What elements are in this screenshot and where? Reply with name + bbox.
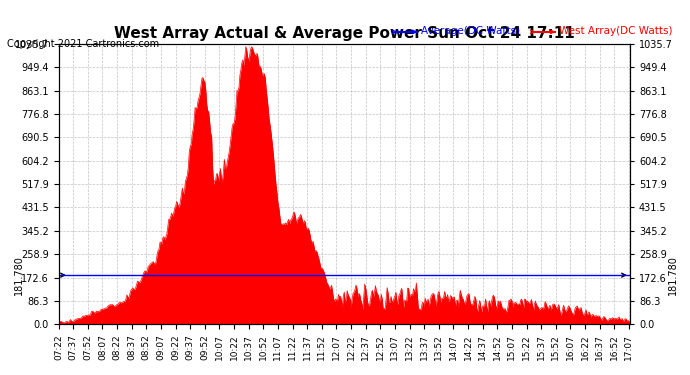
Text: 181.780: 181.780 <box>668 255 678 295</box>
Text: 181.780: 181.780 <box>14 255 23 295</box>
Text: West Array(DC Watts): West Array(DC Watts) <box>559 26 672 36</box>
Title: West Array Actual & Average Power Sun Oct 24 17:11: West Array Actual & Average Power Sun Oc… <box>114 26 575 41</box>
Text: Copyright 2021 Cartronics.com: Copyright 2021 Cartronics.com <box>7 39 159 49</box>
Text: Average(DC Watts): Average(DC Watts) <box>421 26 520 36</box>
